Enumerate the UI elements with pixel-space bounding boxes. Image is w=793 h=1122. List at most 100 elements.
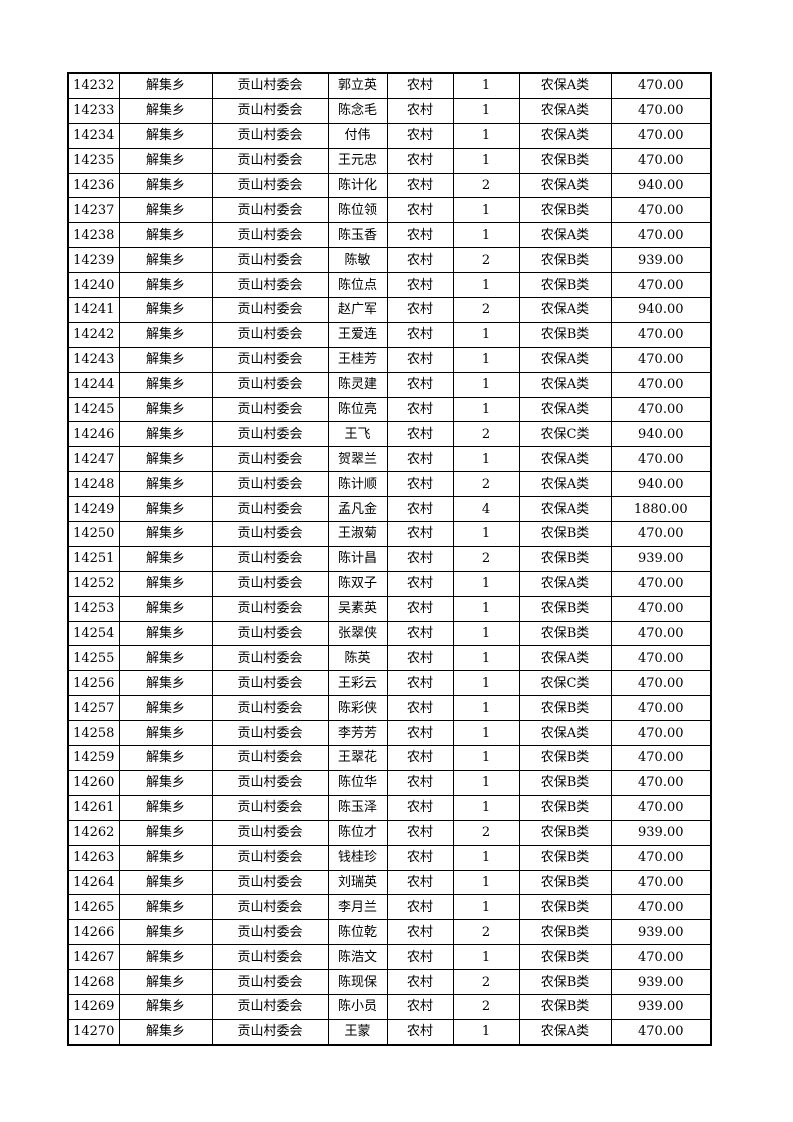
- table-row: 14264 解集乡 贡山村委会 刘瑞英 农村 1 农保B类 470.00: [67, 869, 712, 896]
- village-committee-cell: 贡山村委会: [211, 570, 329, 597]
- insurance-category-cell: 农保B类: [518, 919, 612, 946]
- amount-cell: 470.00: [610, 321, 712, 348]
- insurance-category-cell: 农保C类: [518, 670, 612, 697]
- residence-type-cell: 农村: [386, 197, 454, 224]
- row-id-cell: 14259: [67, 745, 120, 771]
- insurance-category-cell: 农保B类: [518, 272, 612, 299]
- row-id-cell: 14252: [67, 570, 120, 597]
- table-row: 14238 解集乡 贡山村委会 陈玉香 农村 1 农保A类 470.00: [67, 222, 712, 249]
- person-name-cell: 王翠花: [327, 745, 388, 771]
- household-count-cell: 1: [452, 346, 520, 373]
- amount-cell: 470.00: [610, 670, 712, 697]
- person-name-cell: 张翠侠: [327, 620, 388, 647]
- residence-type-cell: 农村: [386, 321, 454, 348]
- row-id-cell: 14248: [67, 471, 120, 498]
- amount-cell: 470.00: [610, 944, 712, 971]
- insurance-category-cell: 农保B类: [518, 869, 612, 896]
- village-committee-cell: 贡山村委会: [211, 993, 329, 1020]
- person-name-cell: 陈位乾: [327, 919, 388, 946]
- person-name-cell: 王淑菊: [327, 521, 388, 547]
- village-committee-cell: 贡山村委会: [211, 396, 329, 423]
- amount-cell: 470.00: [610, 346, 712, 373]
- household-count-cell: 2: [452, 297, 520, 323]
- person-name-cell: 王元忠: [327, 147, 388, 174]
- row-id-cell: 14265: [67, 894, 120, 921]
- village-committee-cell: 贡山村委会: [211, 919, 329, 946]
- amount-cell: 470.00: [610, 570, 712, 597]
- insurance-category-cell: 农保B类: [518, 197, 612, 224]
- township-cell: 解集乡: [118, 496, 213, 523]
- person-name-cell: 陈玉泽: [327, 794, 388, 821]
- village-committee-cell: 贡山村委会: [211, 321, 329, 348]
- amount-cell: 470.00: [610, 894, 712, 921]
- amount-cell: 939.00: [610, 919, 712, 946]
- residence-type-cell: 农村: [386, 844, 454, 871]
- household-count-cell: 1: [452, 894, 520, 921]
- household-count-cell: 1: [452, 844, 520, 871]
- household-count-cell: 1: [452, 371, 520, 398]
- person-name-cell: 王爱连: [327, 321, 388, 348]
- table-row: 14249 解集乡 贡山村委会 孟凡金 农村 4 农保A类 1880.00: [67, 496, 712, 523]
- insurance-category-cell: 农保B类: [518, 620, 612, 647]
- township-cell: 解集乡: [118, 272, 213, 299]
- amount-cell: 470.00: [610, 844, 712, 871]
- residence-type-cell: 农村: [386, 72, 454, 99]
- person-name-cell: 郭立英: [327, 72, 388, 99]
- village-committee-cell: 贡山村委会: [211, 769, 329, 796]
- person-name-cell: 王蒙: [327, 1018, 388, 1046]
- township-cell: 解集乡: [118, 297, 213, 323]
- household-count-cell: 1: [452, 147, 520, 174]
- person-name-cell: 陈玉香: [327, 222, 388, 249]
- person-name-cell: 陈敏: [327, 247, 388, 274]
- household-count-cell: 2: [452, 421, 520, 448]
- township-cell: 解集乡: [118, 147, 213, 174]
- amount-cell: 470.00: [610, 197, 712, 224]
- insurance-category-cell: 农保A类: [518, 471, 612, 498]
- amount-cell: 470.00: [610, 272, 712, 299]
- row-id-cell: 14260: [67, 769, 120, 796]
- village-committee-cell: 贡山村委会: [211, 147, 329, 174]
- table-row: 14254 解集乡 贡山村委会 张翠侠 农村 1 农保B类 470.00: [67, 620, 712, 647]
- insurance-category-cell: 农保B类: [518, 844, 612, 871]
- row-id-cell: 14238: [67, 222, 120, 249]
- amount-cell: 470.00: [610, 72, 712, 99]
- amount-cell: 470.00: [610, 446, 712, 473]
- village-committee-cell: 贡山村委会: [211, 1018, 329, 1046]
- insurance-category-cell: 农保A类: [518, 645, 612, 672]
- amount-cell: 470.00: [610, 595, 712, 622]
- household-count-cell: 1: [452, 222, 520, 249]
- village-committee-cell: 贡山村委会: [211, 72, 329, 99]
- village-committee-cell: 贡山村委会: [211, 844, 329, 871]
- residence-type-cell: 农村: [386, 794, 454, 821]
- residence-type-cell: 农村: [386, 297, 454, 323]
- township-cell: 解集乡: [118, 844, 213, 871]
- village-committee-cell: 贡山村委会: [211, 346, 329, 373]
- household-count-cell: 1: [452, 695, 520, 722]
- row-id-cell: 14236: [67, 172, 120, 199]
- person-name-cell: 贺翠兰: [327, 446, 388, 473]
- table-row: 14239 解集乡 贡山村委会 陈敏 农村 2 农保B类 939.00: [67, 247, 712, 274]
- table-row: 14258 解集乡 贡山村委会 李芳芳 农村 1 农保A类 470.00: [67, 720, 712, 747]
- row-id-cell: 14250: [67, 521, 120, 547]
- amount-cell: 939.00: [610, 993, 712, 1020]
- person-name-cell: 王飞: [327, 421, 388, 448]
- amount-cell: 470.00: [610, 1018, 712, 1046]
- residence-type-cell: 农村: [386, 894, 454, 921]
- residence-type-cell: 农村: [386, 97, 454, 124]
- row-id-cell: 14234: [67, 122, 120, 149]
- amount-cell: 940.00: [610, 297, 712, 323]
- person-name-cell: 陈位才: [327, 819, 388, 846]
- township-cell: 解集乡: [118, 122, 213, 149]
- table-row: 14269 解集乡 贡山村委会 陈小员 农村 2 农保B类 939.00: [67, 993, 712, 1020]
- household-count-cell: 1: [452, 272, 520, 299]
- amount-cell: 470.00: [610, 122, 712, 149]
- township-cell: 解集乡: [118, 919, 213, 946]
- village-committee-cell: 贡山村委会: [211, 794, 329, 821]
- residence-type-cell: 农村: [386, 122, 454, 149]
- amount-cell: 470.00: [610, 645, 712, 672]
- person-name-cell: 陈彩侠: [327, 695, 388, 722]
- table-row: 14266 解集乡 贡山村委会 陈位乾 农村 2 农保B类 939.00: [67, 919, 712, 946]
- amount-cell: 939.00: [610, 545, 712, 572]
- township-cell: 解集乡: [118, 471, 213, 498]
- insurance-category-cell: 农保B类: [518, 769, 612, 796]
